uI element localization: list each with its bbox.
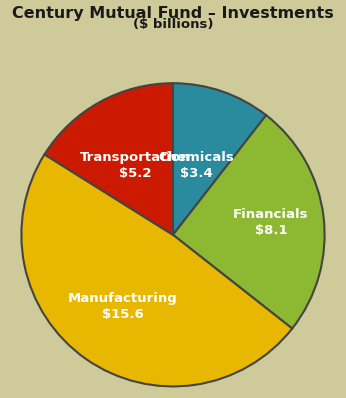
Wedge shape xyxy=(173,83,266,235)
Text: Transportation
$5.2: Transportation $5.2 xyxy=(80,151,190,180)
Text: Manufacturing
$15.6: Manufacturing $15.6 xyxy=(67,292,177,321)
Wedge shape xyxy=(21,154,292,386)
Text: Century Mutual Fund – Investments: Century Mutual Fund – Investments xyxy=(12,6,334,21)
Text: Chemicals
$3.4: Chemicals $3.4 xyxy=(159,152,235,180)
Text: Financials
$8.1: Financials $8.1 xyxy=(233,209,309,237)
Wedge shape xyxy=(45,83,173,235)
Wedge shape xyxy=(173,115,325,328)
Text: ($ billions): ($ billions) xyxy=(133,18,213,31)
